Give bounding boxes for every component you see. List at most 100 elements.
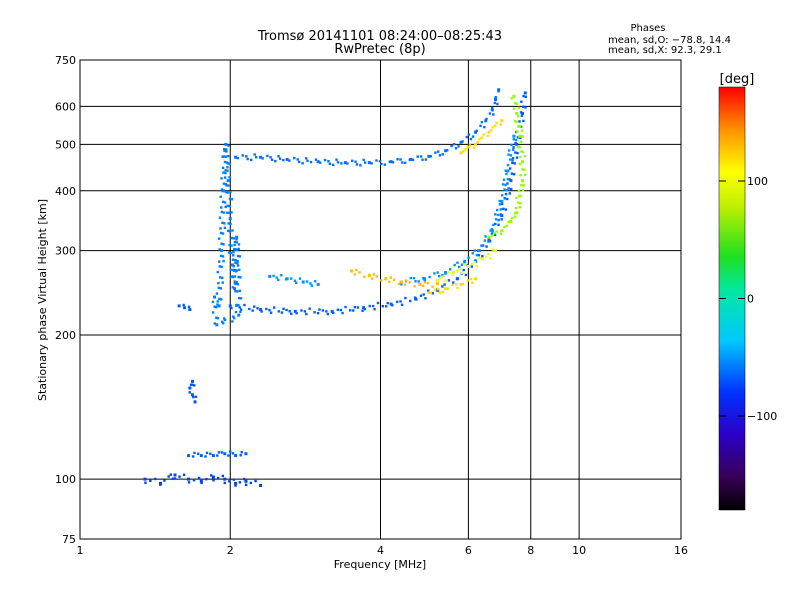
data-point <box>381 304 385 308</box>
data-point <box>480 257 484 261</box>
data-point <box>444 279 447 282</box>
data-point <box>375 159 378 162</box>
data-point <box>473 260 477 264</box>
data-point <box>485 245 488 248</box>
data-point <box>436 289 440 292</box>
data-point <box>518 134 522 138</box>
data-point <box>256 307 259 310</box>
data-point <box>288 159 291 162</box>
data-point <box>516 145 520 148</box>
data-point <box>182 303 185 307</box>
data-point <box>233 240 237 244</box>
y-axis-label: Stationary phase Virtual Height [km] <box>36 199 49 401</box>
data-point <box>221 200 225 204</box>
data-point <box>462 268 465 272</box>
data-point <box>223 160 227 164</box>
data-point <box>232 250 235 254</box>
data-point <box>434 151 437 154</box>
data-point <box>509 179 513 183</box>
data-point <box>177 304 181 308</box>
data-point <box>468 144 471 147</box>
colorbar-ticks: 100 0 −100 <box>719 175 777 423</box>
data-point <box>519 111 523 114</box>
data-point <box>272 306 276 309</box>
x-tick-label: 10 <box>572 544 586 557</box>
data-point <box>510 216 514 220</box>
data-point <box>389 302 393 306</box>
data-point <box>226 191 230 194</box>
data-point <box>159 483 162 486</box>
data-point <box>192 395 195 399</box>
data-point <box>318 308 321 311</box>
data-point <box>458 265 461 269</box>
data-point <box>419 155 423 158</box>
data-point <box>219 287 222 290</box>
data-point <box>222 322 225 325</box>
data-point <box>261 157 264 160</box>
data-point <box>476 249 480 253</box>
data-point <box>518 125 522 128</box>
data-point <box>368 304 371 308</box>
data-point <box>479 124 482 128</box>
data-point <box>350 159 354 162</box>
data-point <box>500 199 504 203</box>
data-point <box>293 279 297 282</box>
data-point <box>187 454 191 458</box>
data-point <box>493 101 497 105</box>
data-point <box>371 304 375 308</box>
data-point <box>446 287 449 290</box>
data-point <box>462 150 465 153</box>
data-point <box>240 451 243 454</box>
data-point <box>466 264 470 268</box>
data-point <box>411 158 415 162</box>
data-point <box>444 287 448 291</box>
data-point <box>224 171 227 175</box>
data-point <box>234 259 237 262</box>
data-point <box>424 297 427 300</box>
data-point <box>228 243 231 247</box>
data-point <box>228 197 232 201</box>
data-point <box>233 247 236 251</box>
data-point <box>230 236 234 240</box>
data-point <box>233 275 237 278</box>
data-point <box>297 160 301 164</box>
data-point <box>367 161 371 165</box>
data-point <box>222 171 225 174</box>
data-point <box>178 475 181 478</box>
data-point <box>234 481 238 485</box>
data-point <box>471 135 475 138</box>
data-point <box>380 279 383 282</box>
data-point <box>220 210 224 214</box>
data-point <box>496 102 499 106</box>
data-point <box>515 196 518 200</box>
data-point <box>235 269 238 272</box>
data-point <box>451 283 454 287</box>
data-point <box>190 393 194 397</box>
data-point <box>223 201 227 204</box>
data-point <box>232 237 236 240</box>
data-point <box>475 253 479 257</box>
data-point <box>219 249 223 253</box>
data-point <box>236 259 239 263</box>
colorbar-unit-label: [deg] <box>720 72 755 87</box>
data-point <box>359 164 362 167</box>
data-point <box>472 146 476 149</box>
data-point <box>218 265 221 268</box>
data-point <box>275 276 278 279</box>
data-point <box>228 480 231 483</box>
data-point <box>519 174 522 177</box>
data-point <box>481 244 485 247</box>
colorbar-tick-label: 100 <box>747 175 768 188</box>
data-point <box>454 147 458 150</box>
data-point <box>224 191 228 194</box>
data-point <box>225 184 228 187</box>
data-point <box>313 311 316 314</box>
data-point <box>237 304 240 307</box>
data-point <box>220 298 223 301</box>
data-point <box>409 157 413 161</box>
data-point <box>509 187 513 191</box>
data-point <box>220 206 223 209</box>
data-point <box>520 100 523 103</box>
data-point <box>220 265 223 269</box>
data-point <box>519 202 522 205</box>
